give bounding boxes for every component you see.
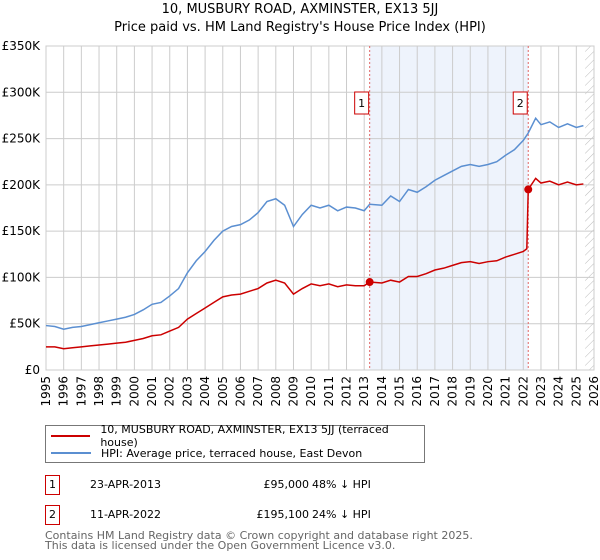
x-tick-label: 2010 bbox=[304, 376, 318, 407]
transaction-row: 2 11-APR-2022 £195,100 24% ↓ HPI bbox=[45, 505, 445, 525]
x-tick-label: 2018 bbox=[446, 376, 460, 407]
chart-subtitle: Price paid vs. HM Land Registry's House … bbox=[114, 20, 486, 35]
legend-blue-line bbox=[51, 452, 91, 454]
hpi-line bbox=[45, 116, 584, 331]
forecast-hatch bbox=[585, 46, 594, 370]
y-tick-label: £250K bbox=[2, 132, 42, 146]
y-tick-label: £300K bbox=[2, 85, 42, 99]
transaction-badge: 2 bbox=[45, 505, 60, 525]
transaction-date: 11-APR-2022 bbox=[90, 508, 162, 521]
price-paid-line bbox=[46, 177, 584, 350]
x-tick-label: 2002 bbox=[163, 376, 177, 407]
x-tick-label: 2003 bbox=[180, 376, 194, 407]
transaction-price: £95,000 bbox=[263, 478, 310, 491]
x-tick-label: 2019 bbox=[463, 376, 477, 407]
legend-label-property: 10, MUSBURY ROAD, AXMINSTER, EX13 5JJ (t… bbox=[100, 423, 389, 449]
legend-red-line bbox=[51, 435, 91, 437]
x-tick-label: 1997 bbox=[74, 376, 88, 407]
footer-line-2: This data is licensed under the Open Gov… bbox=[45, 539, 396, 552]
marker-badge-label: 1 bbox=[358, 97, 365, 110]
x-tick-label: 2016 bbox=[410, 376, 424, 407]
x-tick-label: 2001 bbox=[145, 376, 159, 407]
x-tick-label: 2006 bbox=[233, 376, 247, 407]
x-tick-label: 2023 bbox=[534, 376, 548, 407]
y-tick-label: £200K bbox=[2, 178, 42, 192]
footer: Contains HM Land Registry data © Crown c… bbox=[45, 529, 473, 552]
y-tick-label: £350K bbox=[2, 39, 42, 53]
x-tick-label: 1999 bbox=[110, 376, 124, 407]
x-tick-label: 2009 bbox=[286, 376, 300, 407]
marker-badge bbox=[354, 91, 370, 115]
x-tick-label: 2020 bbox=[481, 376, 495, 407]
y-tick-label: £150K bbox=[2, 224, 42, 238]
legend: 10, MUSBURY ROAD, AXMINSTER, EX13 5JJ (t… bbox=[45, 423, 425, 463]
marker-badge-label: 2 bbox=[517, 97, 524, 110]
x-tick-label: 1998 bbox=[92, 376, 106, 407]
x-tick-label: 1995 bbox=[39, 376, 53, 407]
transaction-badge: 1 bbox=[45, 475, 60, 495]
transaction-price: £195,100 bbox=[256, 508, 310, 521]
transaction-hpi: 48% ↓ HPI bbox=[312, 478, 371, 491]
y-tick-label: £100K bbox=[2, 270, 42, 284]
x-tick-label: 2024 bbox=[552, 376, 566, 407]
x-tick-label: 2022 bbox=[516, 376, 530, 407]
x-tick-label: 2021 bbox=[499, 376, 513, 407]
chart-title: 10, MUSBURY ROAD, AXMINSTER, EX13 5JJ bbox=[161, 2, 439, 17]
marker-badge bbox=[512, 91, 528, 115]
legend-label-hpi: HPI: Average price, terraced house, East… bbox=[101, 446, 363, 460]
x-tick-label: 2014 bbox=[375, 376, 389, 407]
y-tick-label: £50K bbox=[9, 317, 41, 331]
chart: £0 £50K £100K £150K £200K £250K £300K £350K 1995… bbox=[2, 39, 600, 407]
transaction-row: 1 23-APR-2013 £95,000 48% ↓ HPI bbox=[45, 475, 445, 495]
x-tick-label: 2013 bbox=[357, 376, 371, 407]
footer-line-1: Contains HM Land Registry data © Crown c… bbox=[45, 529, 473, 542]
x-tick-label: 2000 bbox=[127, 376, 141, 407]
x-tick-label: 2025 bbox=[569, 376, 583, 407]
x-tick-label: 1996 bbox=[57, 376, 71, 407]
x-tick-label: 2012 bbox=[340, 376, 354, 407]
shaded-period bbox=[369, 46, 529, 370]
sale-point bbox=[365, 278, 374, 287]
x-tick-label: 2011 bbox=[322, 376, 336, 407]
x-tick-label: 2017 bbox=[428, 376, 442, 407]
plot-frame bbox=[45, 45, 595, 371]
x-tick-label: 2005 bbox=[216, 376, 230, 407]
x-tick-label: 2004 bbox=[198, 376, 212, 407]
x-tick-label: 2026 bbox=[587, 376, 600, 407]
y-tick-label: £0 bbox=[25, 363, 40, 377]
transaction-date: 23-APR-2013 bbox=[90, 478, 162, 491]
x-tick-label: 2008 bbox=[269, 376, 283, 407]
x-tick-label: 2007 bbox=[251, 376, 265, 407]
sale-point bbox=[524, 185, 533, 194]
transaction-hpi: 24% ↓ HPI bbox=[312, 508, 371, 521]
x-tick-label: 2015 bbox=[393, 376, 407, 407]
